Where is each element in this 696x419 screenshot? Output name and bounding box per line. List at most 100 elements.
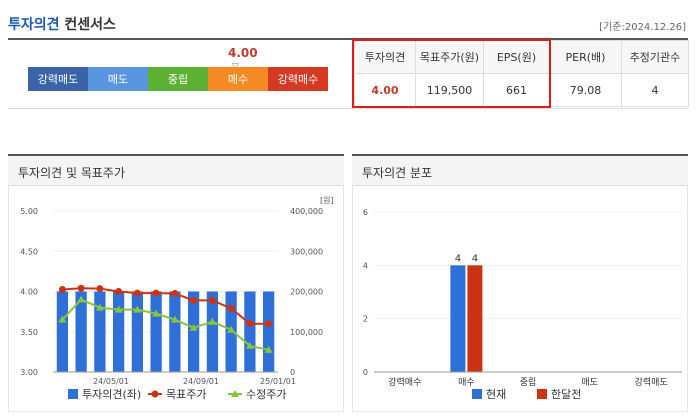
section-divider: [8, 108, 688, 109]
target-price-point: [227, 304, 235, 312]
y-right-tick-label: 400,000: [290, 207, 323, 216]
y-tick-label: 6: [363, 208, 368, 217]
opinion-bar: [94, 291, 106, 372]
summary-value: 4.00: [354, 73, 416, 107]
summary-header: 추정기관수: [621, 40, 689, 74]
target-price-line: [62, 287, 269, 325]
summary-value: 4: [621, 73, 689, 107]
right-panel-title: 투자의견 분포: [352, 154, 688, 186]
bar-value-label: 4: [455, 253, 461, 264]
y-tick-label: 2: [363, 315, 368, 324]
target-price-point: [133, 289, 141, 297]
opinion-bar: [169, 291, 181, 372]
adjusted-price-point: [264, 345, 273, 353]
x-tick-label: 24/05/01: [93, 377, 129, 386]
x-tick-label: 24/09/01: [183, 377, 219, 386]
adjusted-price-point: [245, 341, 254, 349]
opinion-scale-segment: 강력매도: [28, 67, 88, 91]
y-right-tick-label: 200,000: [290, 288, 323, 297]
summary-value: 79.08: [549, 73, 622, 107]
adjusted-price-line: [61, 298, 269, 351]
target-price-point: [115, 288, 123, 295]
opinion-bar: [188, 291, 200, 372]
adjusted-price-point: [189, 323, 198, 331]
legend-swatch: [472, 389, 482, 399]
legend-swatch: [537, 389, 547, 399]
adjusted-price-point: [170, 315, 179, 323]
summary-value: 119,500: [415, 73, 484, 107]
reference-date: [기준:2024.12.26]: [599, 22, 686, 33]
title-main: 투자의견: [8, 17, 60, 33]
legend-label: 수정주가: [246, 388, 286, 401]
opinion-scale-segment: 매수: [208, 67, 268, 91]
legend-swatch-adjusted-point: [231, 390, 239, 397]
legend-label: 목표주가: [166, 388, 206, 401]
opinion-bar: [75, 291, 87, 372]
legend-label: 현재: [486, 388, 506, 401]
target-price-point: [265, 320, 273, 328]
summary-value: 661: [483, 73, 550, 107]
opinion-bar: [131, 291, 143, 372]
adjusted-price-point: [58, 315, 67, 323]
y-tick-label: 0: [363, 368, 368, 377]
target-price-point: [77, 284, 85, 292]
summary-header-row: 투자의견 목표주가(원) EPS(원) PER(배) 추정기관수: [354, 40, 689, 74]
highlight-box: [352, 39, 551, 108]
left-panel-title: 투자의견 및 목표주가: [8, 154, 344, 186]
summary-header: EPS(원): [483, 40, 550, 74]
y-right-tick-label: 100,000: [290, 328, 323, 337]
x-tick-label: 25/01/01: [260, 377, 296, 386]
category-label: 강력매수: [388, 376, 421, 388]
target-price-point: [152, 289, 160, 297]
y-right-tick-label: 300,000: [290, 247, 323, 256]
right-panel: [352, 186, 688, 412]
category-label: 매수: [458, 377, 475, 388]
category-label: 중립: [520, 377, 537, 388]
consensus-summary-table: 투자의견 목표주가(원) EPS(원) PER(배) 추정기관수 4.00 11…: [354, 40, 689, 107]
opinion-bar: [150, 291, 162, 372]
target-price-point: [190, 296, 198, 304]
opinion-scale-segment: 강력매수: [268, 67, 328, 91]
y-left-tick-label: 4.50: [20, 247, 38, 256]
opinion-target-price-chart: 5.00 4.50 4.00 3.50 3.00 400,000 300,000 200,00…: [20, 196, 334, 401]
adjusted-price-point: [114, 305, 123, 313]
adjusted-price-point: [77, 295, 86, 303]
summary-header: PER(배): [549, 40, 622, 74]
distribution-bar: [450, 265, 466, 372]
target-price-point: [58, 285, 66, 293]
opinion-scale-segment: 매도: [88, 67, 148, 91]
title-sub: 컨센서스: [64, 17, 116, 33]
adjusted-price-point: [227, 325, 236, 333]
y-tick-label: 4: [363, 261, 368, 270]
adjusted-price-point: [208, 317, 217, 325]
distribution-bar: [467, 265, 483, 372]
adjusted-price-point: [152, 309, 161, 317]
y-right-tick-label: 0: [290, 368, 295, 377]
y-left-tick-label: 3.50: [20, 328, 38, 337]
legend-swatch-target-point: [151, 390, 159, 398]
legend-label: 한달전: [551, 388, 581, 401]
y-left-tick-label: 3.00: [20, 368, 38, 377]
opinion-bar: [206, 291, 218, 372]
category-label: 매도: [581, 377, 598, 388]
opinion-bar: [113, 291, 125, 372]
y-left-tick-label: 5.00: [20, 207, 38, 216]
y-right-unit: [원]: [320, 196, 334, 205]
target-price-point: [246, 320, 254, 328]
page-title: 투자의견 컨센서스: [8, 14, 116, 34]
legend-label: 투자의견(좌): [82, 388, 141, 401]
legend-swatch-opinion: [68, 389, 78, 399]
bar-value-label: 4: [472, 253, 478, 264]
left-panel: [8, 186, 344, 412]
opinion-scale-segment: 중립: [148, 67, 208, 91]
opinion-scale: 강력매도 매도 중립 매수 강력매수: [28, 67, 328, 91]
summary-value-row: 4.00 119,500 661 79.08 4: [354, 73, 689, 107]
category-label: 강력매도: [635, 376, 668, 388]
opinion-marker-value: 4.00: [228, 46, 258, 60]
target-price-point: [96, 285, 104, 293]
adjusted-price-point: [133, 305, 142, 313]
y-left-tick-label: 4.00: [20, 288, 38, 297]
target-price-point: [208, 296, 216, 304]
adjusted-price-point: [95, 303, 104, 311]
